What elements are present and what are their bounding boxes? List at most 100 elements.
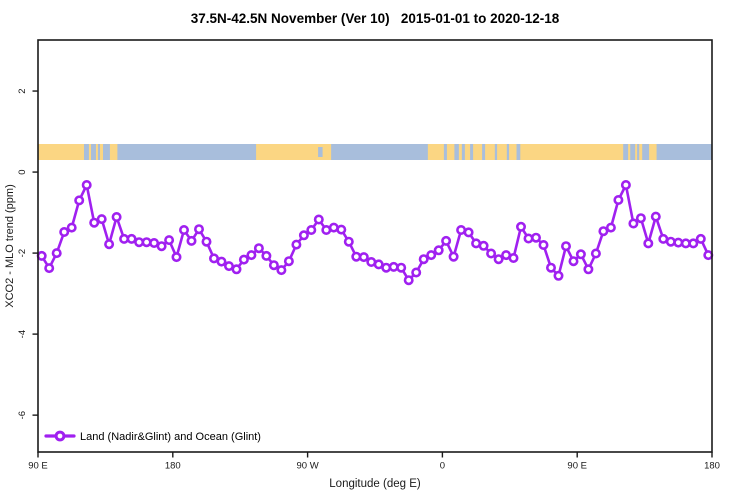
y-tick-label: 2 xyxy=(17,88,28,93)
map-strip-land-segment xyxy=(458,144,462,160)
data-point-marker xyxy=(231,264,242,275)
data-point-marker xyxy=(164,235,175,246)
map-strip-land-segment xyxy=(485,144,495,160)
data-point-marker xyxy=(59,227,70,238)
data-point-marker xyxy=(291,239,302,250)
data-point-marker xyxy=(298,230,309,241)
map-strip-land-segment xyxy=(95,144,98,160)
x-tick-label: 180 xyxy=(165,461,181,472)
map-strip-land-segment xyxy=(509,144,517,160)
plot-box xyxy=(37,39,713,453)
data-point-marker xyxy=(343,236,354,247)
data-point-marker xyxy=(171,252,182,263)
x-tick-label: 90 W xyxy=(297,461,319,472)
data-point-marker xyxy=(650,211,661,222)
data-point-marker xyxy=(688,238,699,249)
map-strip-land-segment xyxy=(464,144,471,160)
data-point-marker xyxy=(590,248,601,259)
data-point-marker xyxy=(253,243,264,254)
chart-title: 37.5N-42.5N November (Ver 10) 2015-01-01… xyxy=(190,11,560,26)
data-point-marker xyxy=(703,250,714,261)
data-point-marker xyxy=(635,213,646,224)
data-point-marker xyxy=(426,250,437,261)
data-point-marker xyxy=(568,256,579,267)
map-strip-lake-segment xyxy=(318,147,323,157)
data-point-marker xyxy=(373,259,384,270)
map-strip-land-segment xyxy=(473,144,483,160)
data-point-marker xyxy=(81,180,92,191)
data-point-marker xyxy=(441,235,452,246)
data-point-marker xyxy=(51,248,62,259)
data-point-marker xyxy=(336,224,347,235)
data-point-marker xyxy=(530,232,541,243)
data-point-marker xyxy=(111,212,122,223)
map-strip-land-segment xyxy=(427,144,444,160)
data-point-marker xyxy=(515,221,526,232)
map-strip-land-segment xyxy=(88,144,92,160)
y-tick-label: 0 xyxy=(17,169,28,174)
data-point-marker xyxy=(201,236,212,247)
data-point-marker xyxy=(508,253,519,264)
map-strip-land-segment xyxy=(628,144,631,160)
map-strip-land-segment xyxy=(635,144,638,160)
data-point-marker xyxy=(575,249,586,260)
data-point-marker xyxy=(66,222,77,233)
data-point-marker xyxy=(598,226,609,237)
data-point-marker xyxy=(538,240,549,251)
data-point-marker xyxy=(216,256,227,267)
data-point-marker xyxy=(276,265,287,276)
map-strip-land-segment xyxy=(446,144,455,160)
data-point-marker xyxy=(126,233,137,244)
data-point-marker xyxy=(283,256,294,267)
x-tick-label: 90 E xyxy=(567,461,587,472)
data-point-marker xyxy=(306,225,317,236)
data-point-marker xyxy=(313,214,324,225)
data-point-marker xyxy=(194,224,205,235)
data-point-marker xyxy=(411,267,422,278)
data-point-marker xyxy=(613,195,624,206)
y-axis-title: XCO2 - MLO trend (ppm) xyxy=(4,184,16,307)
data-point-marker xyxy=(463,227,474,238)
data-point-marker xyxy=(74,195,85,206)
legend-label: Land (Nadir&Glint) and Ocean (Glint) xyxy=(80,431,261,443)
data-point-marker xyxy=(403,275,414,286)
data-point-marker xyxy=(186,235,197,246)
data-point-marker xyxy=(583,264,594,275)
map-strip-land-segment xyxy=(100,144,104,160)
data-point-marker xyxy=(478,240,489,251)
data-point-marker xyxy=(246,250,257,261)
x-tick-label: 180 xyxy=(704,461,720,472)
data-point-marker xyxy=(448,251,459,262)
data-point-marker xyxy=(396,262,407,273)
legend-marker-sample xyxy=(54,430,66,442)
data-point-marker xyxy=(433,245,444,256)
data-point-marker xyxy=(238,254,249,265)
data-point-marker xyxy=(493,254,504,265)
y-tick-label: -2 xyxy=(17,249,28,257)
map-strip-land-segment xyxy=(649,144,657,160)
data-point-marker xyxy=(44,263,55,274)
map-strip-land-segment xyxy=(639,144,643,160)
data-point-marker xyxy=(553,270,564,281)
data-point-marker xyxy=(643,238,654,249)
data-point-marker xyxy=(36,250,47,261)
data-point-marker xyxy=(179,225,190,236)
data-point-marker xyxy=(605,222,616,233)
y-tick-label: -6 xyxy=(17,411,28,419)
data-point-marker xyxy=(89,217,100,228)
map-strip-land-segment xyxy=(520,144,624,160)
data-point-marker xyxy=(358,252,369,263)
data-point-marker xyxy=(545,262,556,273)
map-strip-land-segment xyxy=(38,144,84,160)
data-point-marker xyxy=(268,260,279,271)
data-point-marker xyxy=(156,241,167,252)
data-point-marker xyxy=(560,241,571,252)
data-point-marker xyxy=(96,214,107,225)
y-tick-label: -4 xyxy=(17,330,28,338)
data-point-marker xyxy=(628,218,639,229)
x-tick-label: 0 xyxy=(440,461,445,472)
map-strip-land-segment xyxy=(497,144,507,160)
map-strip-land-segment xyxy=(256,144,332,160)
